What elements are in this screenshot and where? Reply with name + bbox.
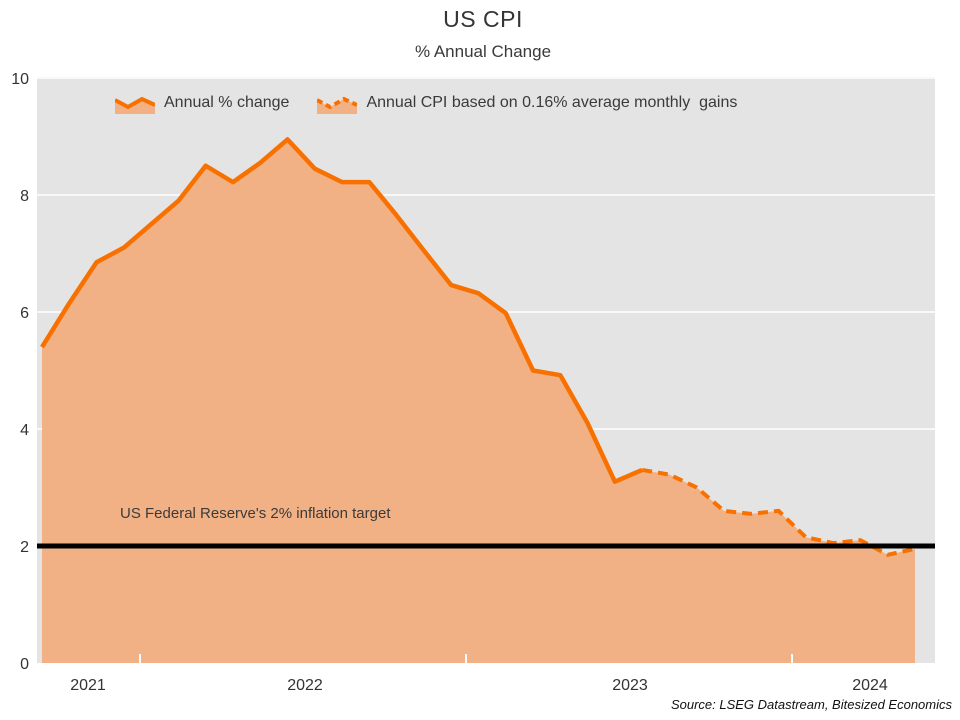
- legend-label-actual: Annual % change: [164, 94, 290, 111]
- annual-change-solid-line: [40, 137, 644, 484]
- y-axis-tick-label: 6: [20, 305, 29, 322]
- y-axis-tick-label: 8: [20, 188, 29, 205]
- y-axis-tick-label: 2: [20, 539, 29, 556]
- area-fill: [42, 139, 915, 664]
- legend-label-projection: Annual CPI based on 0.16% average monthl…: [366, 94, 738, 111]
- x-axis-tick-label: 2023: [612, 677, 648, 694]
- dashed-area-swatch-icon: [317, 96, 358, 114]
- x-axis-tick-label: 2024: [852, 677, 888, 694]
- solid-area-swatch-icon: [115, 96, 155, 114]
- legend: Annual % change Annual CPI based on 0.16…: [115, 92, 737, 114]
- chart-subtitle: % Annual Change: [414, 42, 552, 61]
- y-axis-tick-label: 0: [20, 656, 29, 673]
- x-axis-tick-label: 2022: [287, 677, 323, 694]
- legend-item-actual: Annual % change: [115, 92, 289, 114]
- y-axis-tick-label: 10: [11, 71, 29, 88]
- source-credit: Source: LSEG Datastream, Bitesized Econo…: [670, 697, 952, 712]
- chart-title: US CPI: [443, 6, 523, 32]
- y-axis-tick-label: 4: [20, 422, 29, 439]
- x-axis-tick-label: 2021: [70, 677, 106, 694]
- legend-item-projection: Annual CPI based on 0.16% average monthl…: [317, 92, 737, 114]
- projection-dashed-line: [641, 467, 916, 557]
- fed-target-annotation: US Federal Reserve's 2% inflation target: [120, 505, 391, 522]
